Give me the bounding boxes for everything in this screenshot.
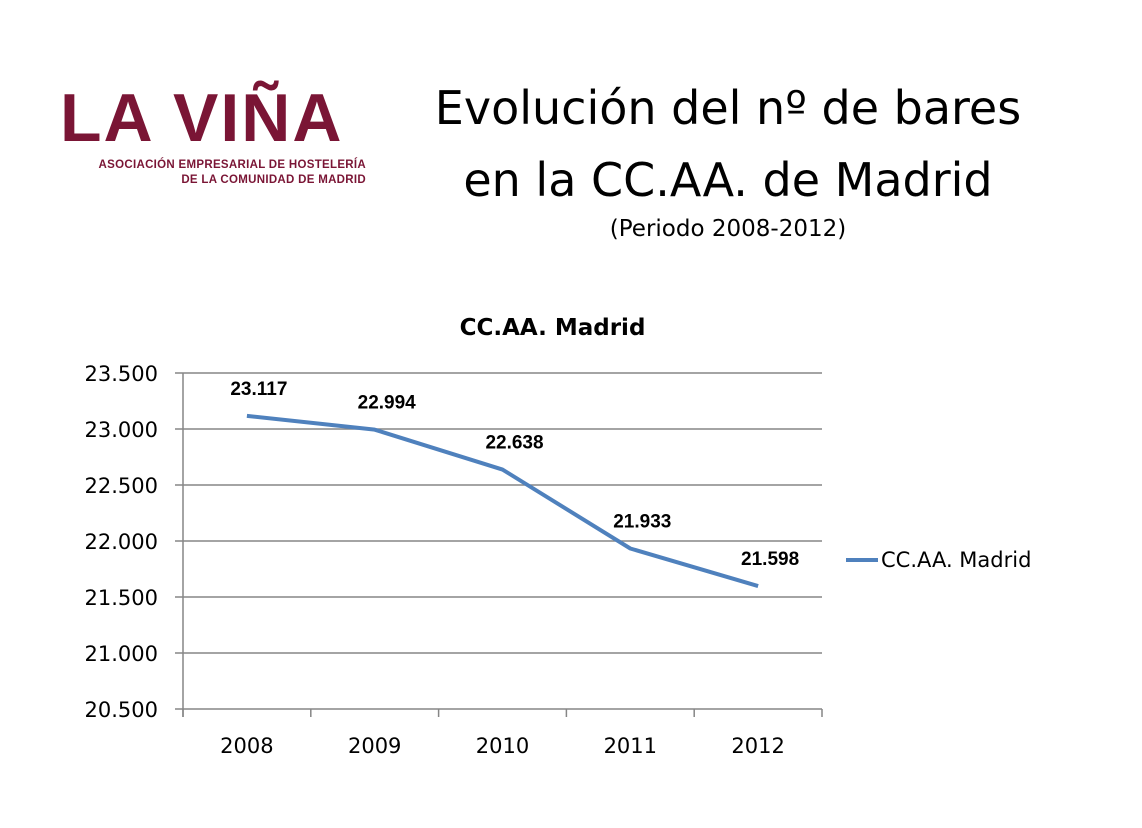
x-tick-label: 2009 — [348, 734, 401, 758]
series-line — [246, 413, 759, 588]
y-tick-label: 23.500 — [85, 362, 158, 386]
y-tick-label: 20.500 — [85, 698, 158, 722]
data-label: 22.638 — [485, 433, 543, 454]
logo-subtitle-2: DE LA COMUNIDAD DE MADRID — [181, 174, 366, 186]
x-tick-label: 2011 — [604, 734, 657, 758]
x-tick-label: 2012 — [731, 734, 784, 758]
logo-subtitle-1: ASOCIACIÓN EMPRESARIAL DE HOSTELERÍA — [98, 159, 366, 171]
data-label: 23.117 — [230, 379, 287, 400]
y-tick-label: 21.500 — [85, 586, 158, 610]
legend-label: CC.AA. Madrid — [881, 548, 1031, 572]
y-tick-label: 22.500 — [85, 474, 158, 498]
logo: LA VIÑA ASOCIACIÓN EMPRESARIAL DE HOSTEL… — [60, 78, 370, 188]
data-label: 21.598 — [741, 549, 799, 570]
y-tick-label: 22.000 — [85, 530, 158, 554]
chart-title: CC.AA. Madrid — [460, 315, 646, 341]
logo-name: LA VIÑA — [60, 80, 344, 156]
y-tick-label: 21.000 — [85, 642, 158, 666]
page-title-line2: en la CC.AA. de Madrid — [463, 153, 993, 207]
data-label: 22.994 — [358, 393, 417, 414]
page-subtitle: (Periodo 2008-2012) — [609, 216, 847, 242]
page-title-line1: Evolución del nº de bares — [434, 81, 1022, 135]
y-tick-label: 23.000 — [85, 418, 158, 442]
x-tick-label: 2010 — [476, 734, 529, 758]
data-label: 21.933 — [613, 512, 671, 533]
x-tick-label: 2008 — [220, 734, 273, 758]
